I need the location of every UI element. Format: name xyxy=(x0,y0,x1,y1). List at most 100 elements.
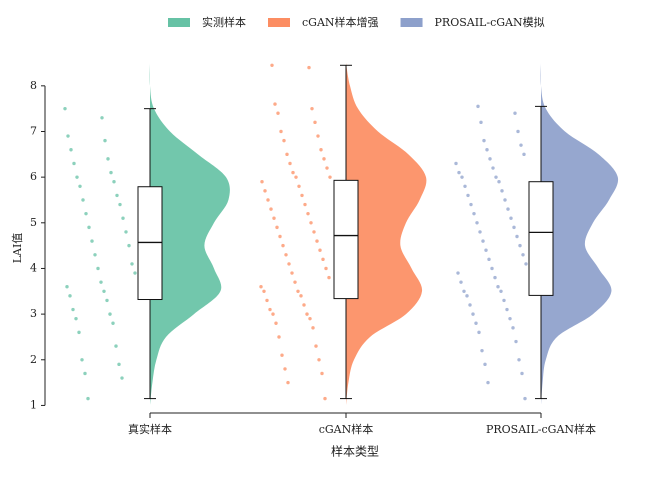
point xyxy=(325,166,329,170)
x-tick-label: cGAN样本 xyxy=(319,422,374,436)
point xyxy=(127,243,131,248)
point xyxy=(277,335,281,339)
point xyxy=(488,157,492,161)
point xyxy=(469,202,473,207)
legend-label: PROSAIL-cGAN模拟 xyxy=(435,15,545,29)
point xyxy=(271,312,275,316)
point xyxy=(478,230,482,234)
point xyxy=(480,348,484,353)
point xyxy=(133,271,137,275)
point xyxy=(296,289,300,293)
point xyxy=(463,184,467,188)
point xyxy=(260,180,264,184)
point xyxy=(479,120,483,125)
point xyxy=(117,362,121,367)
violin xyxy=(346,63,427,406)
point xyxy=(308,316,312,321)
point xyxy=(460,175,464,179)
point xyxy=(114,344,118,348)
point xyxy=(465,294,469,298)
point xyxy=(314,344,318,348)
point xyxy=(484,248,488,252)
point xyxy=(90,239,94,243)
point xyxy=(519,143,523,147)
point xyxy=(475,221,479,225)
point xyxy=(78,184,82,188)
point xyxy=(320,371,324,376)
point xyxy=(471,312,475,316)
point xyxy=(75,175,79,179)
point xyxy=(109,170,113,175)
point xyxy=(487,257,491,262)
point xyxy=(518,243,522,248)
point xyxy=(278,234,282,239)
point xyxy=(108,312,112,316)
point xyxy=(315,239,319,243)
point xyxy=(520,371,524,376)
point xyxy=(497,180,501,184)
point xyxy=(485,148,489,152)
point xyxy=(71,307,75,312)
point xyxy=(456,271,460,275)
point xyxy=(474,321,478,325)
point xyxy=(322,157,326,161)
point xyxy=(270,63,274,67)
point xyxy=(311,326,315,330)
point xyxy=(259,285,263,289)
box xyxy=(528,181,554,296)
point xyxy=(306,211,310,216)
legend-label: 实测样本 xyxy=(202,15,246,29)
point xyxy=(524,262,528,266)
point xyxy=(124,230,128,234)
point xyxy=(103,138,107,143)
y-tick-label: 7 xyxy=(30,124,37,137)
point xyxy=(282,138,286,143)
y-tick-label: 5 xyxy=(30,216,37,229)
point xyxy=(476,104,480,109)
point xyxy=(299,294,303,298)
point xyxy=(288,161,292,166)
point xyxy=(290,271,294,275)
legend-swatch xyxy=(268,18,290,27)
point xyxy=(102,289,106,293)
point xyxy=(503,198,507,202)
point xyxy=(318,248,322,252)
point xyxy=(521,253,525,257)
point xyxy=(313,120,317,125)
legend-swatch xyxy=(168,18,190,27)
point xyxy=(111,321,115,325)
point xyxy=(305,312,309,316)
point xyxy=(81,198,85,202)
point xyxy=(83,371,87,376)
point xyxy=(275,225,279,230)
point xyxy=(121,216,125,220)
point xyxy=(266,198,270,202)
point xyxy=(324,266,328,271)
point xyxy=(112,180,116,184)
point xyxy=(284,253,288,257)
point xyxy=(508,316,512,321)
point xyxy=(459,280,463,284)
point xyxy=(268,307,272,312)
point xyxy=(513,111,517,115)
point xyxy=(286,380,290,385)
box xyxy=(137,186,163,301)
point xyxy=(263,189,267,193)
point xyxy=(303,202,307,207)
point xyxy=(120,376,124,380)
point xyxy=(500,189,504,193)
point xyxy=(317,358,321,362)
point xyxy=(457,170,461,175)
point xyxy=(69,148,73,152)
point xyxy=(106,157,110,161)
violin xyxy=(540,63,619,406)
point xyxy=(328,175,332,179)
point xyxy=(272,216,276,220)
point xyxy=(300,193,304,198)
point xyxy=(466,193,470,198)
point xyxy=(310,106,314,111)
point xyxy=(285,152,289,157)
x-tick-label: 真实样本 xyxy=(128,422,172,436)
point xyxy=(265,298,269,303)
